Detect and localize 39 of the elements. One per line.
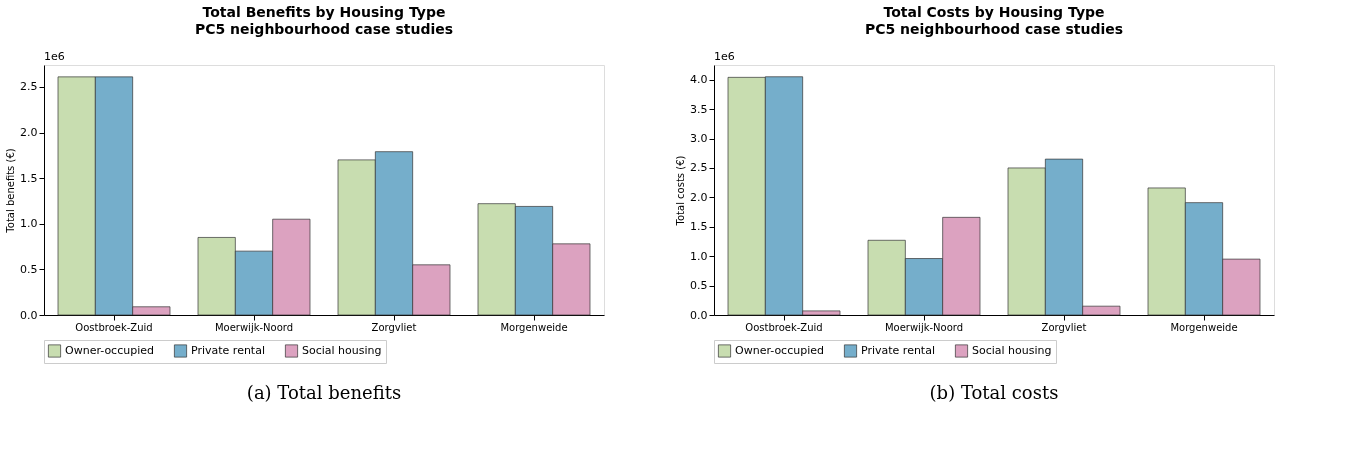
legend-label: Private rental (861, 343, 935, 357)
y-axis-title: Total benefits (€) (5, 148, 17, 234)
y-tick-label: 2.0 (690, 190, 708, 204)
y-tick-label: 2.5 (690, 161, 708, 175)
y-tick-label: 4.0 (690, 73, 708, 87)
x-tick-label: Morgenweide (500, 321, 568, 333)
text: (a) Total benefits (246, 382, 402, 403)
legend-label: Social housing (302, 343, 382, 357)
chart-title: Total Benefits by Housing Type (202, 4, 446, 20)
y-tick-label: 1.0 (690, 249, 708, 263)
x-tick-label: Oostbroek-Zuid (75, 321, 153, 333)
chart-subtitle: PC5 neighbourhood case studies (194, 21, 454, 37)
x-tick-label: Moerwijk-Noord (214, 321, 294, 333)
x-tick-label: Oostbroek-Zuid (745, 321, 823, 333)
y-tick-label: 0.5 (690, 279, 708, 293)
x-tick-label: Morgenweide (1170, 321, 1238, 333)
legend-label: Owner-occupied (65, 343, 154, 357)
y-tick-label: 1.5 (690, 220, 708, 234)
y-tick-label: 0.5 (20, 262, 38, 276)
legend-label: Owner-occupied (735, 343, 824, 357)
text: 1e6 (44, 50, 65, 63)
y-tick-label: 1.0 (20, 217, 38, 231)
text: 1e6 (714, 50, 735, 63)
legend-label: Private rental (191, 343, 265, 357)
y-tick-label: 3.0 (690, 132, 708, 146)
y-tick-label: 1.5 (20, 171, 38, 185)
chart-subtitle: PC5 neighbourhood case studies (864, 21, 1124, 37)
chart-title: Total Costs by Housing Type (883, 4, 1105, 20)
y-tick-label: 0.0 (690, 308, 708, 322)
y-tick-label: 2.5 (20, 80, 38, 94)
legend-label: Social housing (972, 343, 1052, 357)
x-tick-label: Moerwijk-Noord (884, 321, 964, 333)
x-tick-label: Zorgvliet (1041, 321, 1087, 333)
text: (b) Total costs (929, 382, 1059, 403)
x-tick-label: Zorgvliet (371, 321, 417, 333)
y-tick-label: 2.0 (20, 126, 38, 140)
y-tick-label: 0.0 (20, 308, 38, 322)
y-tick-label: 3.5 (690, 102, 708, 116)
y-axis-title: Total costs (€) (675, 155, 687, 227)
